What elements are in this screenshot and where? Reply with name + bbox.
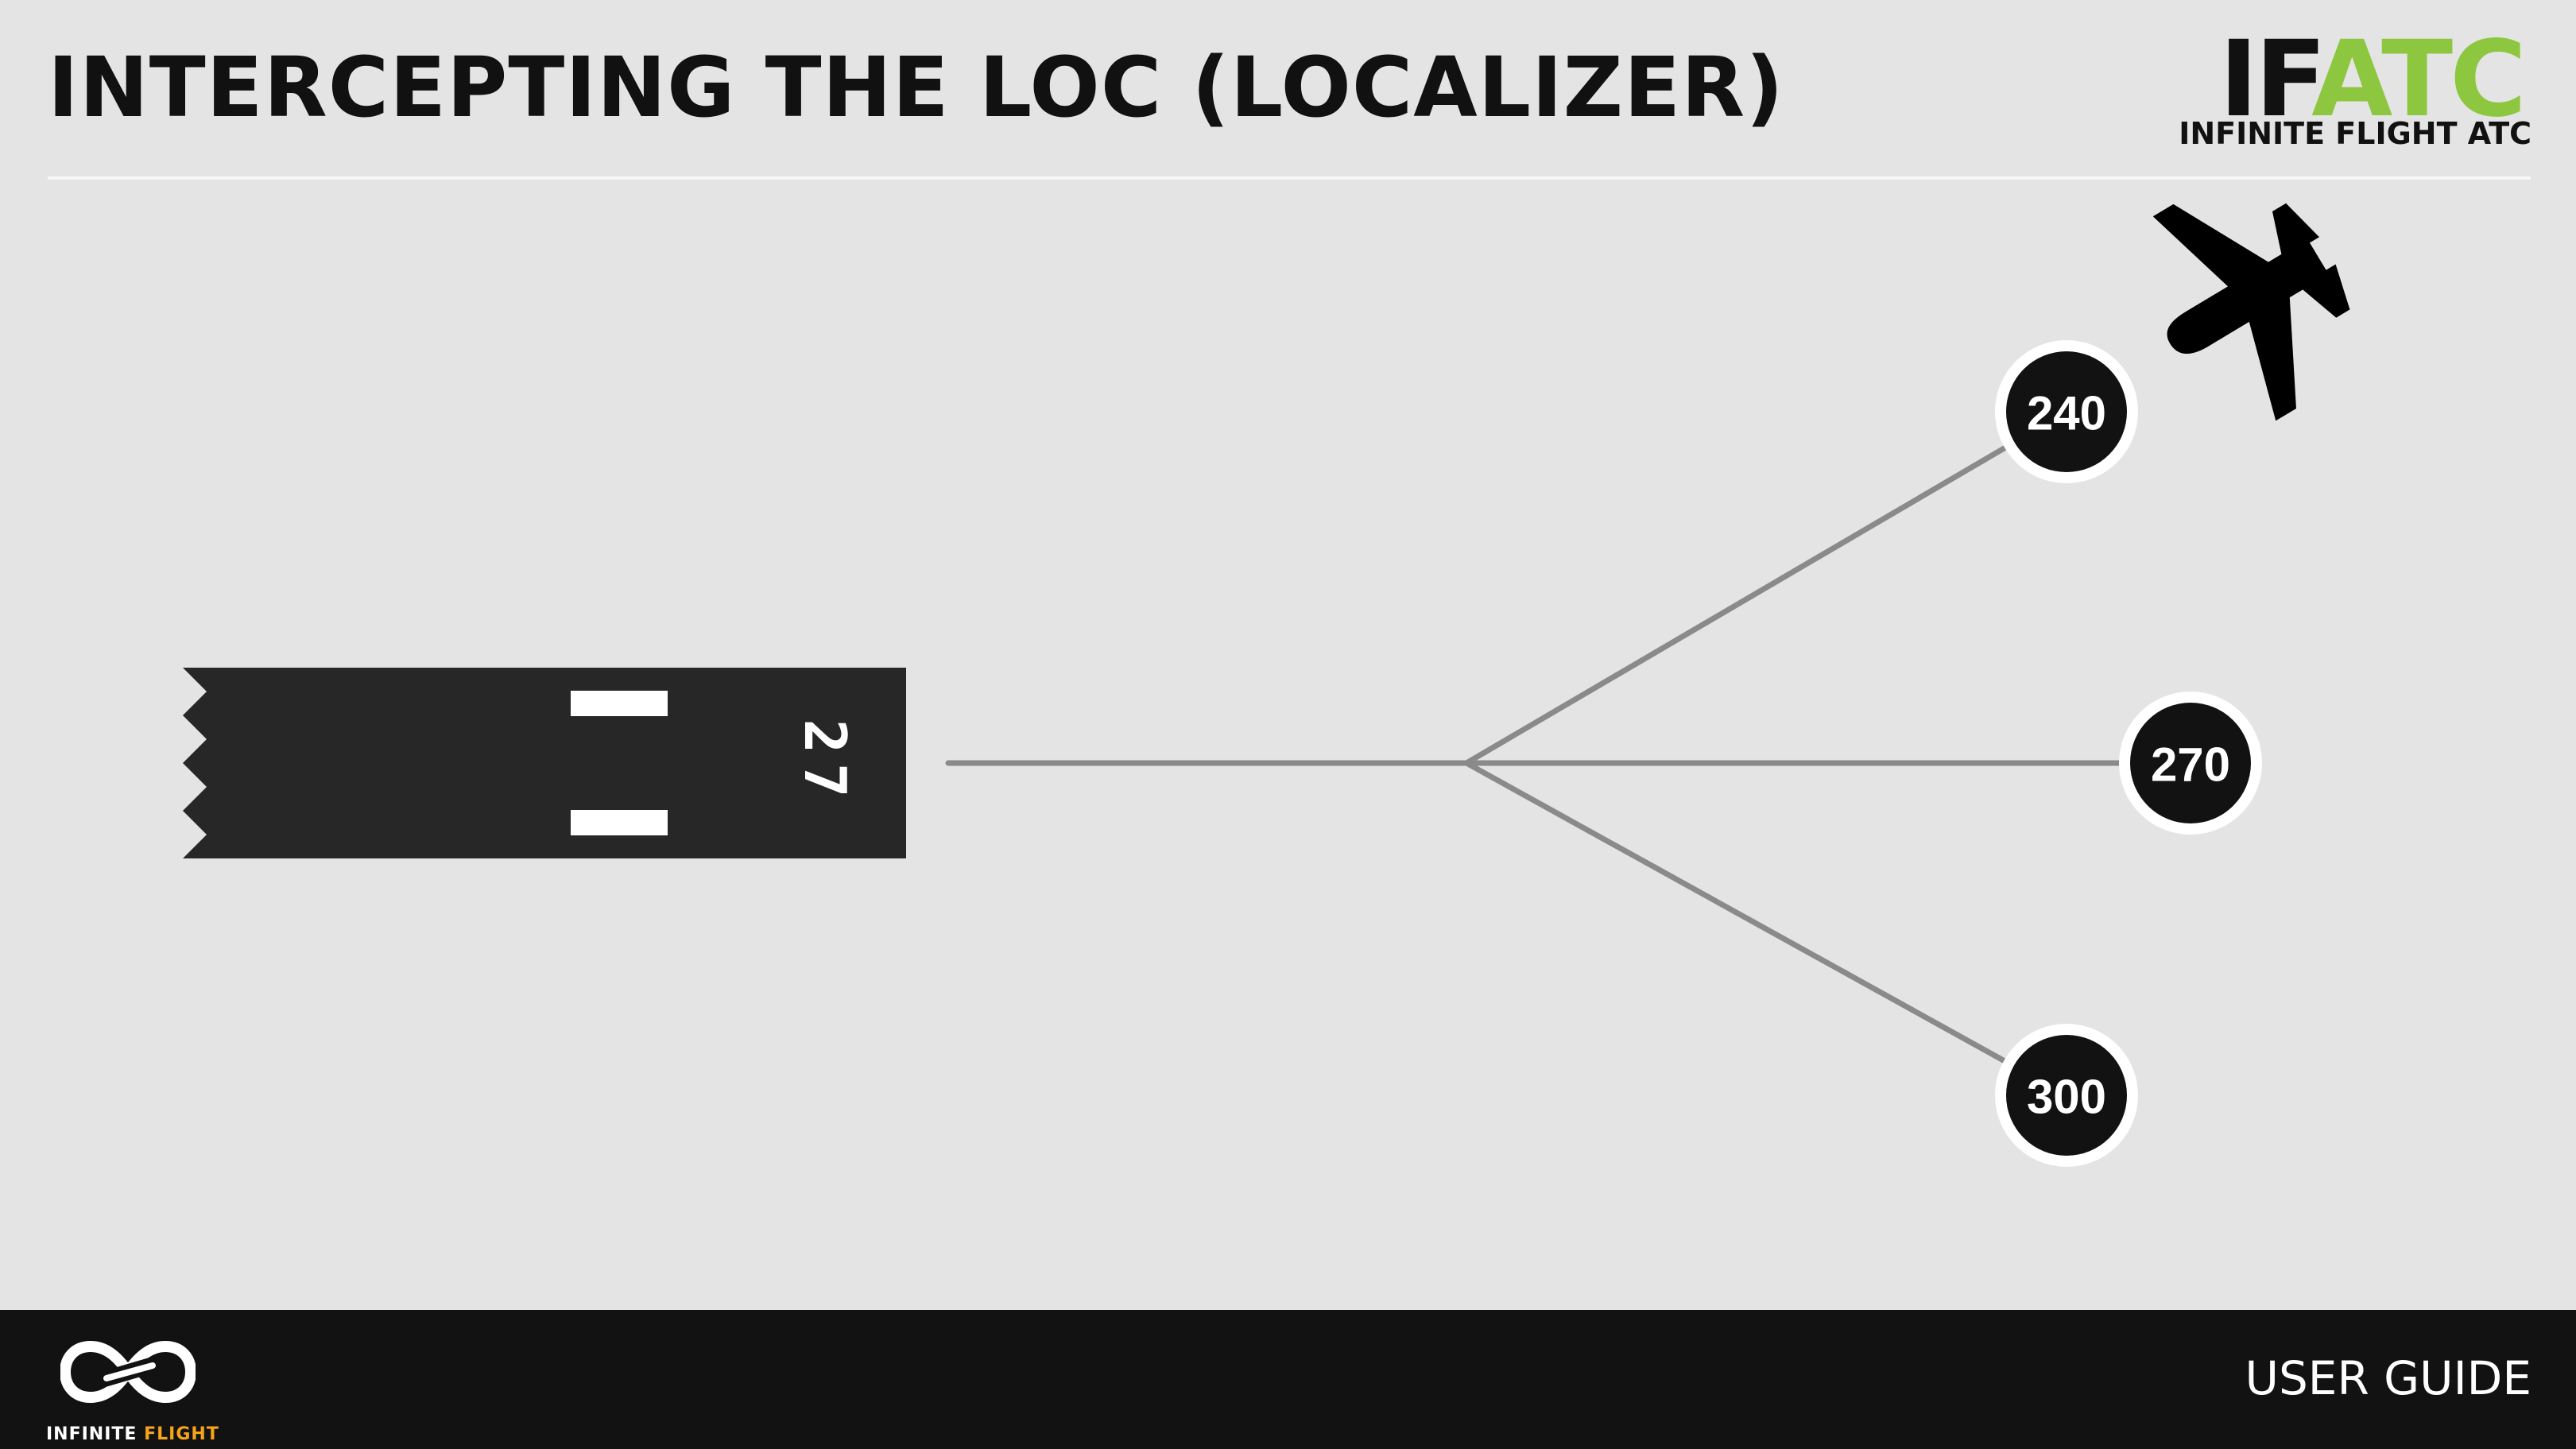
runway-designator: 27 <box>792 719 858 808</box>
logo-word-infinite: INFINITE <box>46 1424 138 1444</box>
heading-badge-300: 300 <box>1995 1024 2138 1167</box>
threshold-marking-top <box>571 691 668 716</box>
heading-badge-240: 240 <box>1995 340 2138 483</box>
footer-bar: INFINITE FLIGHT USER GUIDE <box>0 1310 2576 1449</box>
heading-label-240: 240 <box>2027 387 2106 440</box>
infinite-flight-wordmark: INFINITE FLIGHT <box>46 1424 219 1444</box>
airplane-icon <box>2152 203 2350 421</box>
header-divider <box>48 176 2531 180</box>
infinite-flight-logo: INFINITE FLIGHT <box>46 1331 219 1444</box>
runway: 27 <box>183 668 906 858</box>
wordmark-c: C <box>2450 18 2527 141</box>
wordmark-at: AT <box>2311 18 2453 141</box>
ifatc-wordmark: IFATC <box>2214 27 2527 132</box>
logo-word-flight: FLIGHT <box>144 1424 219 1444</box>
threshold-marking-bottom <box>571 810 668 835</box>
page-title: INTERCEPTING THE LOC (LOCALIZER) <box>48 39 1784 136</box>
infinite-flight-emblem-icon <box>60 1340 196 1404</box>
intercept-leg-240 <box>1463 409 2070 766</box>
intercept-leg-300 <box>1463 760 2070 1098</box>
wordmark-if: IF <box>2219 18 2315 141</box>
ifatc-subtitle: INFINITE FLIGHT ATC <box>2179 116 2531 151</box>
heading-badge-270: 270 <box>2119 692 2262 835</box>
heading-label-270: 270 <box>2151 738 2230 792</box>
user-guide-label: USER GUIDE <box>2245 1351 2531 1405</box>
runway-surface <box>183 668 906 858</box>
intercept-lines <box>945 409 2194 1098</box>
ifatc-logo: IFATC INFINITE FLIGHT ATC <box>2179 27 2531 151</box>
heading-label-300: 300 <box>2027 1071 2106 1124</box>
